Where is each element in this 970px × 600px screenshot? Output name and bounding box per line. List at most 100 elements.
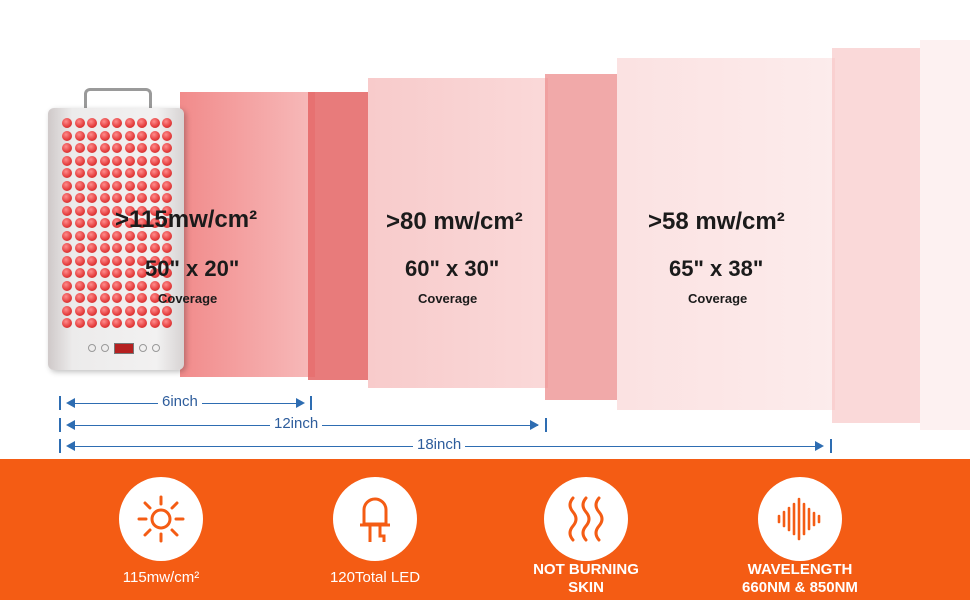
led-icon xyxy=(137,268,148,279)
light-beam-edge xyxy=(920,40,970,430)
led-icon xyxy=(137,293,148,304)
led-icon xyxy=(162,205,173,216)
led-icon xyxy=(124,168,135,179)
led-icon xyxy=(74,243,85,254)
feature-label-line: 660NM & 850NM xyxy=(742,579,858,596)
led-icon xyxy=(124,243,135,254)
led-icon xyxy=(137,218,148,229)
led-icon xyxy=(137,118,148,128)
led-icon xyxy=(137,155,148,166)
led-icon xyxy=(162,130,173,141)
led-icon xyxy=(149,118,160,128)
led-icon xyxy=(162,268,173,279)
led-icon xyxy=(162,180,173,191)
led-icon xyxy=(112,118,123,128)
led-icon xyxy=(149,155,160,166)
feature-power: 115mw/cm² xyxy=(76,477,246,597)
feature-badge xyxy=(758,477,842,561)
arrow-right-icon xyxy=(815,441,824,451)
led-icon xyxy=(87,255,98,266)
led-icon xyxy=(74,305,85,316)
led-icon xyxy=(62,130,72,141)
led-icon xyxy=(62,218,72,229)
led-icon xyxy=(87,118,98,128)
led-icon xyxy=(162,143,173,154)
sound-wave-icon xyxy=(777,497,821,541)
led-icon xyxy=(137,280,148,291)
zone3-power: >58 mw/cm² xyxy=(648,208,785,235)
zone3-size: 65" x 38" xyxy=(669,256,764,281)
led-icon xyxy=(162,155,173,166)
led-icon xyxy=(124,155,135,166)
control-button-icon xyxy=(152,344,160,352)
zone1-power: >115mw/cm² xyxy=(115,206,258,233)
led-icon xyxy=(87,293,98,304)
led-icon xyxy=(62,180,72,191)
led-icon xyxy=(149,243,160,254)
led-icon xyxy=(74,255,85,266)
light-beam-far xyxy=(617,58,835,410)
feature-not-burning: NOT BURNING SKIN xyxy=(501,477,671,597)
heat-waves-icon xyxy=(568,496,604,542)
led-icon xyxy=(149,255,160,266)
led-icon xyxy=(137,318,148,329)
led-icon xyxy=(99,280,110,291)
distance-label: 12inch xyxy=(270,415,323,432)
led-icon xyxy=(112,193,123,204)
feature-label-line: NOT BURNING xyxy=(533,561,639,578)
led-icon xyxy=(112,143,123,154)
ruler-tick xyxy=(59,439,61,453)
led-icon xyxy=(62,193,72,204)
led-icon xyxy=(112,168,123,179)
led-icon xyxy=(62,268,72,279)
led-icon xyxy=(99,318,110,329)
led-icon xyxy=(162,318,173,329)
led-icon xyxy=(87,193,98,204)
led-icon xyxy=(149,305,160,316)
sun-icon xyxy=(137,495,185,543)
led-icon xyxy=(162,243,173,254)
ruler-tick xyxy=(545,418,547,432)
led-icon xyxy=(137,180,148,191)
led-icon xyxy=(87,230,98,241)
led-icon xyxy=(162,230,173,241)
led-icon xyxy=(87,155,98,166)
led-icon xyxy=(112,318,123,329)
led-icon xyxy=(87,280,98,291)
feature-badge xyxy=(119,477,203,561)
ruler-tick xyxy=(59,418,61,432)
led-icon xyxy=(62,280,72,291)
control-button-icon xyxy=(101,344,109,352)
device-handle xyxy=(84,88,152,117)
feature-badge xyxy=(333,477,417,561)
feature-label: WAVELENGTH 660NM & 850NM xyxy=(715,561,885,597)
led-icon xyxy=(99,130,110,141)
ruler-tick xyxy=(830,439,832,453)
led-icon xyxy=(124,255,135,266)
led-icon xyxy=(62,243,72,254)
led-icon xyxy=(87,318,98,329)
led-icon xyxy=(124,130,135,141)
led-icon xyxy=(99,168,110,179)
led-icon xyxy=(74,143,85,154)
led-icon xyxy=(87,143,98,154)
led-icon xyxy=(99,205,110,216)
led-icon xyxy=(87,130,98,141)
arrow-left-icon xyxy=(66,420,75,430)
led-icon xyxy=(87,205,98,216)
led-icon xyxy=(162,293,173,304)
feature-label-line: SKIN xyxy=(568,579,604,596)
led-icon xyxy=(74,168,85,179)
led-icon xyxy=(149,205,160,216)
led-icon xyxy=(74,218,85,229)
led-icon xyxy=(137,168,148,179)
led-icon xyxy=(149,268,160,279)
led-icon xyxy=(74,268,85,279)
led-icon xyxy=(87,243,98,254)
led-icon xyxy=(137,255,148,266)
led-icon xyxy=(112,268,123,279)
led-icon xyxy=(74,118,85,128)
led-icon xyxy=(87,218,98,229)
coverage-plane-12inch xyxy=(545,74,617,400)
